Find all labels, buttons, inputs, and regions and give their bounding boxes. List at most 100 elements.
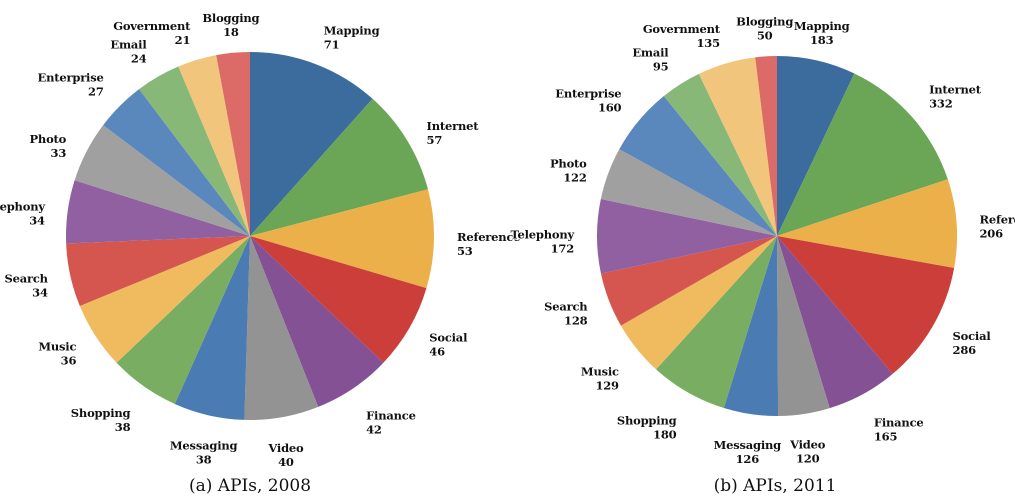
label-value-mapping: 183	[810, 33, 834, 47]
label-name-government: Government	[113, 19, 191, 33]
label-name-reference: Reference	[457, 230, 520, 244]
label-internet: Internet 57	[427, 119, 480, 147]
slice-government	[178, 55, 250, 236]
slice-messaging	[174, 236, 250, 420]
slice-mapping	[250, 52, 373, 236]
label-value-finance: 42	[366, 422, 382, 436]
slice-music	[79, 236, 251, 363]
slice-email	[663, 73, 777, 236]
slice-reference	[777, 179, 957, 269]
label-name-photo: Photo	[550, 156, 587, 170]
label-messaging: Messaging 126	[714, 438, 782, 466]
label-internet: Internet 332	[929, 83, 982, 111]
label-name-video: Video	[789, 438, 826, 452]
label-social: Social 46	[429, 331, 468, 359]
pie-chart-2011: Mapping183Internet332Reference206Social2…	[509, 13, 1015, 467]
label-video: Video 40	[267, 441, 304, 469]
slice-internet	[777, 73, 948, 236]
label-value-blogging: 50	[757, 28, 773, 42]
label-enterprise: Enterprise 160	[555, 87, 621, 115]
label-photo: Photo 33	[29, 132, 66, 160]
label-value-video: 40	[278, 455, 294, 469]
label-photo: Photo 122	[550, 156, 587, 184]
label-value-reference: 206	[979, 227, 1003, 241]
label-name-video: Video	[267, 441, 304, 455]
label-name-telephony: Telephony	[0, 199, 45, 213]
slice-finance	[250, 236, 384, 407]
label-mapping: Mapping 183	[794, 19, 850, 47]
label-name-internet: Internet	[427, 119, 480, 133]
label-reference: Reference 53	[457, 230, 520, 258]
label-value-internet: 332	[929, 97, 952, 111]
label-name-music: Music	[581, 364, 619, 378]
label-value-shopping: 180	[653, 427, 677, 441]
slice-search	[66, 236, 250, 306]
slice-finance	[777, 236, 893, 409]
label-social: Social 286	[953, 329, 992, 357]
slice-reference	[250, 189, 434, 289]
label-government: Government 21	[113, 19, 191, 47]
slice-telephony	[597, 199, 777, 274]
slice-photo	[600, 149, 777, 236]
label-search: Search 128	[544, 300, 588, 328]
label-value-social: 286	[953, 343, 977, 357]
label-reference: Reference206	[979, 213, 1015, 241]
label-value-messaging: 126	[736, 452, 760, 466]
label-enterprise: Enterprise 27	[38, 71, 104, 99]
label-value-messaging: 38	[196, 453, 212, 467]
slice-social	[250, 236, 427, 363]
slice-blogging	[755, 56, 777, 236]
slice-government	[698, 57, 777, 237]
label-value-email: 95	[653, 59, 669, 73]
label-value-government: 21	[175, 33, 191, 47]
slice-photo	[74, 125, 251, 236]
label-name-enterprise: Enterprise	[38, 71, 104, 85]
label-name-search: Search	[4, 271, 48, 285]
slice-social	[777, 236, 955, 374]
label-government: Government 135	[643, 22, 721, 50]
slice-shopping	[116, 236, 250, 404]
slice-video	[777, 236, 830, 416]
label-name-telephony: Telephony	[510, 227, 574, 241]
caption-2008: (a) APIs, 2008	[189, 476, 311, 496]
label-value-video: 120	[796, 452, 820, 466]
label-name-social: Social	[953, 329, 992, 343]
label-name-finance: Finance	[874, 415, 924, 429]
label-email: Email 24	[110, 38, 147, 66]
label-telephony: Telephony34	[0, 199, 45, 227]
label-blogging: Blogging 50	[736, 14, 793, 42]
slice-shopping	[656, 236, 777, 408]
label-mapping: Mapping 71	[324, 24, 380, 52]
label-value-music: 129	[595, 378, 619, 392]
label-value-reference: 53	[457, 244, 473, 258]
label-name-messaging: Messaging	[170, 439, 238, 453]
label-music: Music 36	[38, 340, 76, 368]
slice-enterprise	[103, 89, 251, 237]
label-value-music: 36	[61, 354, 77, 368]
label-name-shopping: Shopping	[71, 406, 131, 420]
label-name-music: Music	[38, 340, 76, 354]
label-name-social: Social	[429, 331, 468, 345]
label-name-government: Government	[643, 22, 721, 36]
label-value-enterprise: 160	[598, 101, 622, 115]
caption-2011: (b) APIs, 2011	[714, 476, 837, 496]
label-search: Search 34	[4, 271, 48, 299]
label-name-mapping: Mapping	[324, 24, 380, 38]
label-name-blogging: Blogging	[202, 11, 259, 25]
label-name-photo: Photo	[29, 132, 66, 146]
label-name-blogging: Blogging	[736, 14, 793, 28]
label-email: Email 95	[632, 45, 669, 73]
label-video: Video 120	[789, 438, 826, 466]
slice-messaging	[723, 236, 779, 416]
slice-telephony	[66, 180, 250, 244]
label-name-messaging: Messaging	[714, 438, 782, 452]
label-value-photo: 122	[563, 170, 586, 184]
label-name-finance: Finance	[366, 408, 416, 422]
label-shopping: Shopping 180	[617, 413, 677, 441]
label-value-internet: 57	[427, 133, 443, 147]
label-value-telephony: 172	[551, 241, 574, 255]
label-value-email: 24	[131, 52, 147, 66]
label-name-shopping: Shopping	[617, 413, 677, 427]
label-finance: Finance 42	[366, 408, 416, 436]
